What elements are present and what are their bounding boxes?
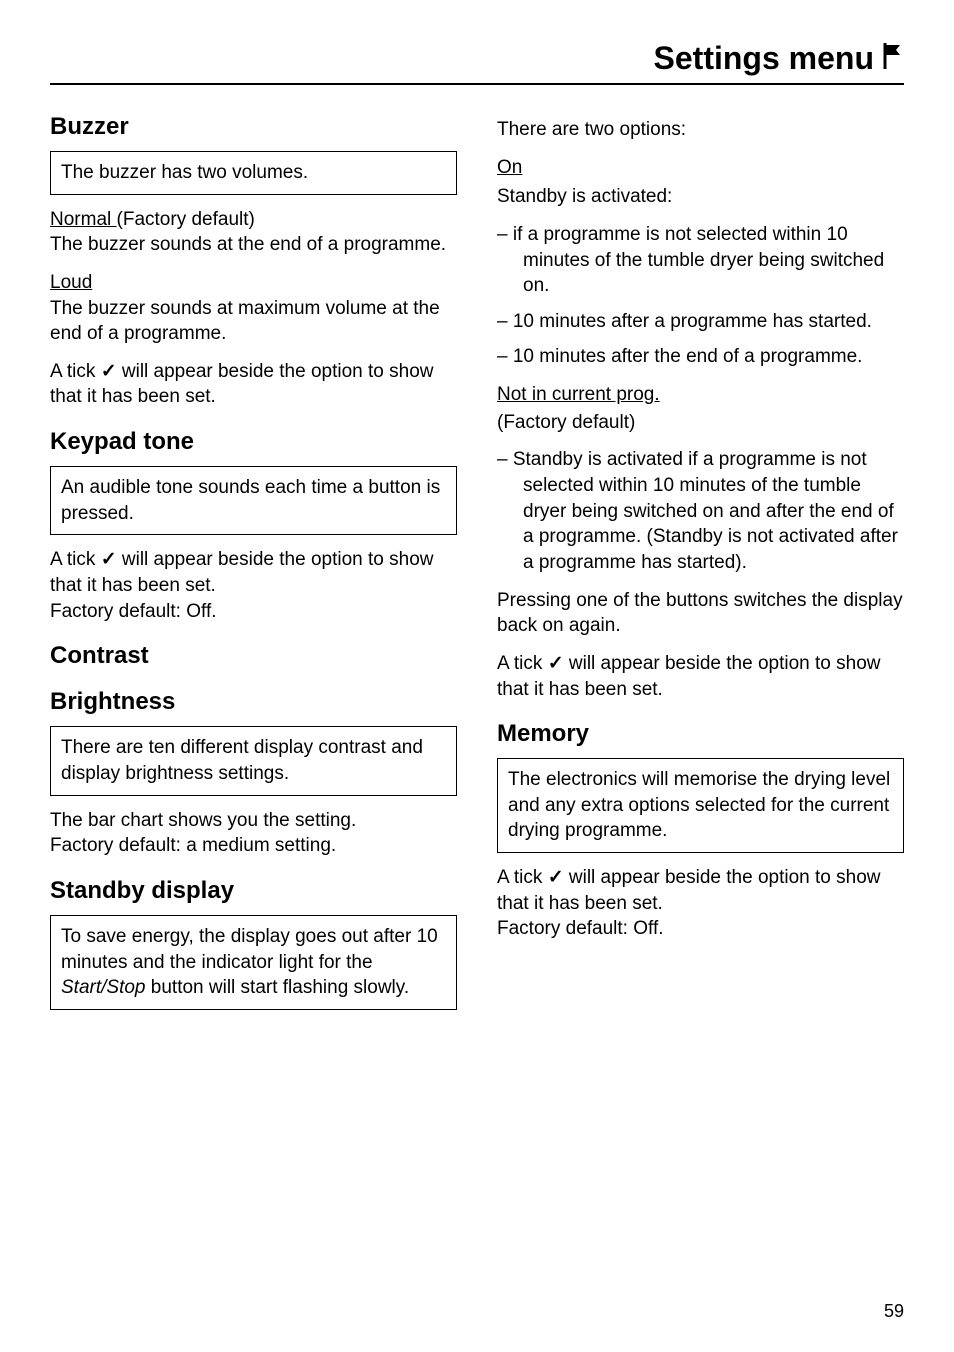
- page: Settings menu Buzzer The buzzer has two …: [0, 0, 954, 1352]
- flag-icon: [882, 43, 904, 74]
- memory-tick: A tick ✓ will appear beside the option t…: [497, 865, 904, 942]
- tick-icon: ✓: [101, 361, 117, 382]
- memory-factory: Factory default: Off.: [497, 918, 664, 939]
- list-item: 10 minutes after a programme has started…: [497, 309, 904, 335]
- brightness-heading: Brightness: [50, 688, 457, 716]
- list-item: Standby is activated if a programme is n…: [497, 447, 904, 575]
- buzzer-tick-prefix: A tick: [50, 361, 101, 382]
- right-column: There are two options: On Standby is act…: [497, 113, 904, 1022]
- keypad-factory: Factory default: Off.: [50, 601, 217, 622]
- brightness-box: There are ten different display contrast…: [50, 726, 457, 795]
- buzzer-loud: Loud The buzzer sounds at maximum volume…: [50, 270, 457, 347]
- buzzer-box: The buzzer has two volumes.: [50, 151, 457, 195]
- pressing-text: Pressing one of the buttons switches the…: [497, 588, 904, 639]
- brightness-bar-text: The bar chart shows you the setting.: [50, 810, 356, 831]
- options-intro: There are two options:: [497, 117, 904, 143]
- notcurrent-list: Standby is activated if a programme is n…: [497, 447, 904, 575]
- list-item: 10 minutes after the end of a programme.: [497, 344, 904, 370]
- standby-box: To save energy, the display goes out aft…: [50, 915, 457, 1010]
- keypad-tick-prefix: A tick: [50, 549, 101, 570]
- list-item: if a programme is not selected within 10…: [497, 222, 904, 299]
- contrast-heading: Contrast: [50, 642, 457, 670]
- standby-heading: Standby display: [50, 877, 457, 905]
- on-label: On: [497, 155, 904, 181]
- header-title: Settings menu: [654, 40, 874, 77]
- keypad-heading: Keypad tone: [50, 428, 457, 456]
- on-desc: Standby is activated:: [497, 184, 904, 210]
- buzzer-normal-suffix: (Factory default): [117, 209, 255, 230]
- standby-box-prefix: To save energy, the display goes out aft…: [61, 926, 438, 973]
- on-label-text: On: [497, 157, 522, 178]
- page-number: 59: [884, 1301, 904, 1322]
- buzzer-tick: A tick ✓ will appear beside the option t…: [50, 359, 457, 410]
- tick-icon: ✓: [548, 653, 564, 674]
- on-list: if a programme is not selected within 10…: [497, 222, 904, 370]
- keypad-tick: A tick ✓ will appear beside the option t…: [50, 547, 457, 624]
- buzzer-heading: Buzzer: [50, 113, 457, 141]
- standby-box-italic: Start/Stop: [61, 977, 146, 998]
- buzzer-normal-desc: The buzzer sounds at the end of a progra…: [50, 234, 446, 255]
- buzzer-normal: Normal (Factory default) The buzzer soun…: [50, 207, 457, 258]
- memory-heading: Memory: [497, 720, 904, 748]
- notcurrent-label-text: Not in current prog.: [497, 384, 660, 405]
- notcurrent-sub: (Factory default): [497, 410, 904, 436]
- memory-tick-prefix: A tick: [497, 867, 548, 888]
- left-column: Buzzer The buzzer has two volumes. Norma…: [50, 113, 457, 1022]
- memory-box: The electronics will memorise the drying…: [497, 758, 904, 853]
- tick-icon: ✓: [548, 867, 564, 888]
- notcurrent-label: Not in current prog.: [497, 382, 904, 408]
- buzzer-normal-label: Normal: [50, 209, 117, 230]
- content-columns: Buzzer The buzzer has two volumes. Norma…: [50, 113, 904, 1022]
- brightness-desc: The bar chart shows you the setting. Fac…: [50, 808, 457, 859]
- right-tick-prefix: A tick: [497, 653, 548, 674]
- page-header: Settings menu: [50, 40, 904, 85]
- standby-box-suffix: button will start flashing slowly.: [146, 977, 410, 998]
- brightness-factory: Factory default: a medium setting.: [50, 835, 336, 856]
- buzzer-loud-desc: The buzzer sounds at maximum volume at t…: [50, 298, 440, 345]
- keypad-box: An audible tone sounds each time a butto…: [50, 466, 457, 535]
- right-tick: A tick ✓ will appear beside the option t…: [497, 651, 904, 702]
- tick-icon: ✓: [101, 549, 117, 570]
- buzzer-loud-label: Loud: [50, 272, 92, 293]
